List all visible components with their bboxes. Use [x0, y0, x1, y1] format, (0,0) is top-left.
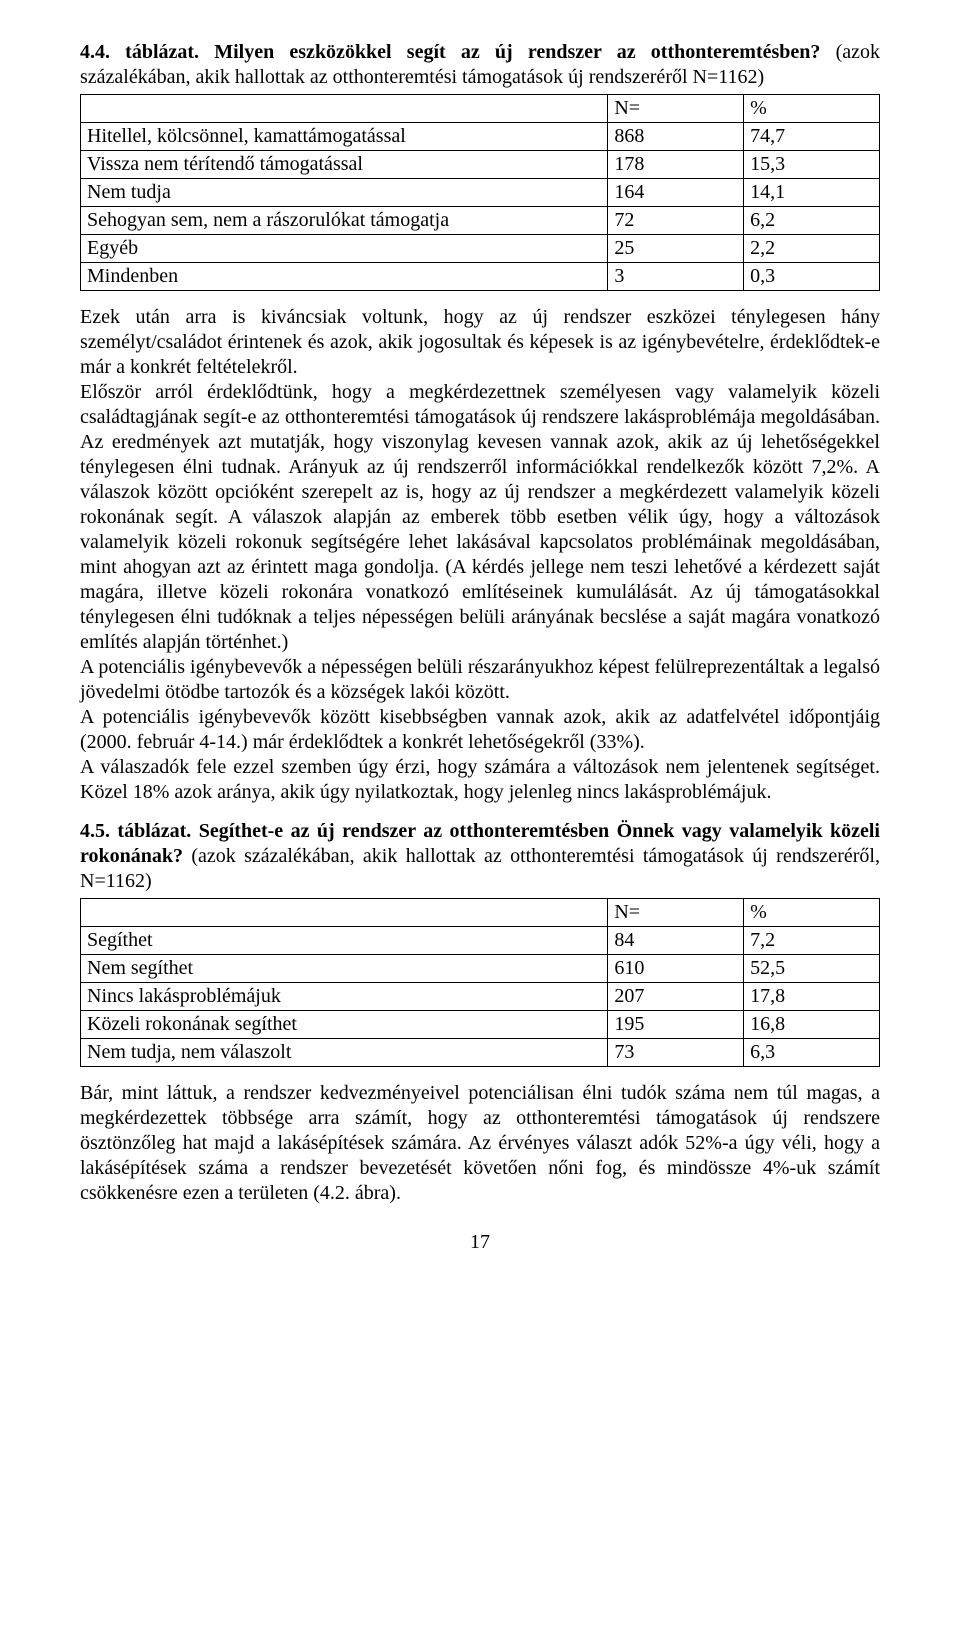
cell-label: Nem tudja, nem válaszolt	[81, 1039, 608, 1067]
table-row: Egyéb 25 2,2	[81, 235, 880, 263]
cell-n: 72	[608, 207, 744, 235]
cell-pct: 16,8	[744, 1011, 880, 1039]
cell-n: 3	[608, 263, 744, 291]
cell-pct: 0,3	[744, 263, 880, 291]
col-header-n: N=	[608, 95, 744, 123]
cell-n: 195	[608, 1011, 744, 1039]
cell-pct: 52,5	[744, 955, 880, 983]
cell-n: 25	[608, 235, 744, 263]
table-45-heading: 4.5. táblázat. Segíthet-e az új rendszer…	[80, 819, 880, 894]
body-paragraph-1: Ezek után arra is kiváncsiak voltunk, ho…	[80, 305, 880, 380]
table-row: Hitellel, kölcsönnel, kamattámogatással …	[81, 123, 880, 151]
cell-label: Vissza nem térítendő támogatással	[81, 151, 608, 179]
table-row: Nem tudja 164 14,1	[81, 179, 880, 207]
cell-pct: 7,2	[744, 927, 880, 955]
cell-pct: 74,7	[744, 123, 880, 151]
cell-n: 84	[608, 927, 744, 955]
cell-n: 178	[608, 151, 744, 179]
table-row: Nem tudja, nem válaszolt 73 6,3	[81, 1039, 880, 1067]
cell-n: 868	[608, 123, 744, 151]
table-44: N= % Hitellel, kölcsönnel, kamattámogatá…	[80, 94, 880, 291]
cell-n: 207	[608, 983, 744, 1011]
body-paragraph-3: A potenciális igénybevevők a népességen …	[80, 655, 880, 705]
col-header-pct: %	[744, 95, 880, 123]
cell-label: Közeli rokonának segíthet	[81, 1011, 608, 1039]
cell-label: Sehogyan sem, nem a rászorulókat támogat…	[81, 207, 608, 235]
table-row: Sehogyan sem, nem a rászorulókat támogat…	[81, 207, 880, 235]
cell-n: 73	[608, 1039, 744, 1067]
cell-pct: 14,1	[744, 179, 880, 207]
cell-pct: 17,8	[744, 983, 880, 1011]
cell-label: Mindenben	[81, 263, 608, 291]
cell-pct: 2,2	[744, 235, 880, 263]
cell-empty	[81, 899, 608, 927]
cell-n: 610	[608, 955, 744, 983]
table-44-heading: 4.4. táblázat. Milyen eszközökkel segít …	[80, 40, 880, 90]
table-45: N= % Segíthet 84 7,2 Nem segíthet 610 52…	[80, 898, 880, 1067]
table-row: Nincs lakásproblémájuk 207 17,8	[81, 983, 880, 1011]
table-45-subtitle: (azok százalékában, akik hallottak az ot…	[80, 845, 880, 892]
body-paragraph-6: Bár, mint láttuk, a rendszer kedvezménye…	[80, 1081, 880, 1206]
document-page: 4.4. táblázat. Milyen eszközökkel segít …	[0, 0, 960, 1295]
table-row: Vissza nem térítendő támogatással 178 15…	[81, 151, 880, 179]
cell-label: Hitellel, kölcsönnel, kamattámogatással	[81, 123, 608, 151]
cell-label: Nem segíthet	[81, 955, 608, 983]
body-paragraph-4: A potenciális igénybevevők között kisebb…	[80, 705, 880, 755]
table-44-title: 4.4. táblázat. Milyen eszközökkel segít …	[80, 41, 820, 63]
table-row: Nem segíthet 610 52,5	[81, 955, 880, 983]
cell-pct: 6,2	[744, 207, 880, 235]
table-row: Mindenben 3 0,3	[81, 263, 880, 291]
cell-label: Nem tudja	[81, 179, 608, 207]
table-row: N= %	[81, 899, 880, 927]
table-row: N= %	[81, 95, 880, 123]
col-header-n: N=	[608, 899, 744, 927]
table-row: Közeli rokonának segíthet 195 16,8	[81, 1011, 880, 1039]
cell-n: 164	[608, 179, 744, 207]
page-number: 17	[80, 1230, 880, 1255]
cell-label: Nincs lakásproblémájuk	[81, 983, 608, 1011]
cell-label: Segíthet	[81, 927, 608, 955]
cell-pct: 15,3	[744, 151, 880, 179]
body-paragraph-5: A válaszadók fele ezzel szemben úgy érzi…	[80, 755, 880, 805]
cell-empty	[81, 95, 608, 123]
cell-label: Egyéb	[81, 235, 608, 263]
body-paragraph-2: Először arról érdeklődtünk, hogy a megké…	[80, 380, 880, 655]
table-row: Segíthet 84 7,2	[81, 927, 880, 955]
cell-pct: 6,3	[744, 1039, 880, 1067]
col-header-pct: %	[744, 899, 880, 927]
